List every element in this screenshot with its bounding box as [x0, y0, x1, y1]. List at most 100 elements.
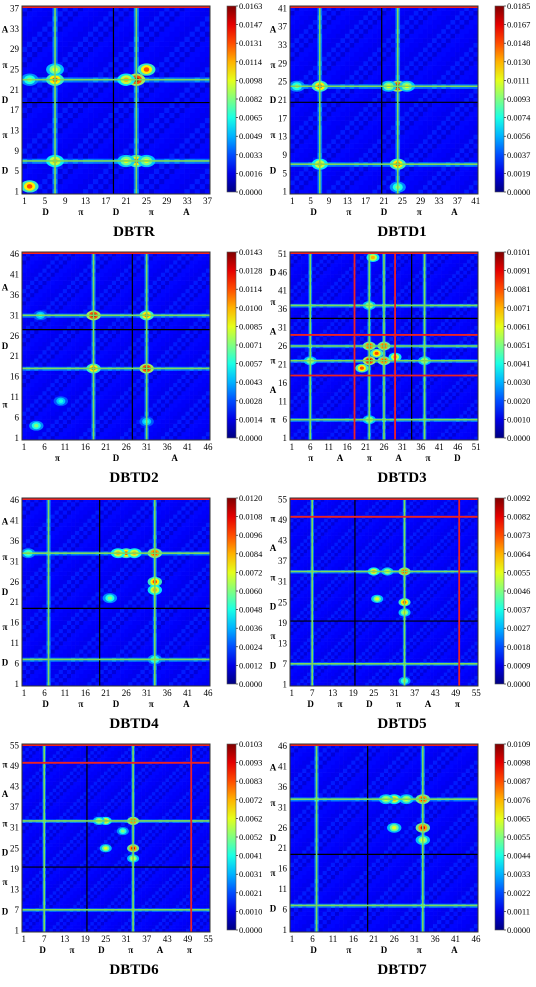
heatmap-cell — [38, 252, 43, 257]
heatmap-cell — [199, 178, 206, 185]
heatmap-cell — [386, 65, 392, 71]
heatmap-cell — [152, 419, 158, 424]
heatmap-cell — [340, 93, 346, 99]
heatmap-cell — [118, 61, 124, 68]
heatmap-cell — [42, 288, 47, 294]
heatmap-cell — [32, 97, 38, 103]
heatmap-cell — [83, 411, 88, 416]
heatmap-cell — [303, 70, 309, 76]
heatmap-cell — [22, 36, 28, 42]
x-region-label: π — [346, 207, 351, 217]
heatmap-cell — [377, 51, 383, 57]
heatmap-cell — [372, 111, 378, 117]
heatmap-cell — [169, 178, 175, 185]
heatmap-cell — [71, 288, 76, 294]
heatmap-cell — [79, 268, 84, 273]
heatmap-cell — [34, 411, 39, 416]
heatmap-cell — [381, 93, 387, 99]
heatmap-cell — [149, 92, 155, 98]
heatmap-cell — [432, 15, 438, 21]
heatmap-cell — [349, 129, 355, 135]
heatmap-cell — [71, 252, 76, 257]
heatmap-cell — [154, 41, 160, 47]
heatmap-cell — [358, 19, 364, 25]
heatmap-cell — [160, 423, 166, 429]
heatmap-cell — [113, 6, 119, 12]
heatmap-cell — [88, 31, 94, 37]
heatmap-cell — [82, 107, 89, 114]
heatmap-cell — [427, 70, 433, 76]
heatmap-cell — [179, 163, 185, 169]
heatmap-cell — [331, 74, 337, 80]
heatmap-cell — [418, 106, 424, 112]
heatmap-cell — [26, 305, 31, 310]
heatmap-cell — [128, 292, 133, 298]
heatmap-cell — [72, 46, 79, 53]
heatmap-cell — [165, 427, 170, 433]
heatmap-cell — [294, 116, 300, 121]
x-tick-label: 41 — [471, 196, 480, 206]
heatmap-cell — [47, 31, 53, 37]
heatmap-cell — [116, 252, 121, 257]
heatmap-cell — [340, 65, 346, 71]
heatmap-cell — [38, 378, 43, 384]
heatmap-cell — [358, 116, 364, 121]
heatmap-cell — [169, 260, 174, 265]
heatmap-cell — [189, 61, 196, 68]
heatmap-cell — [88, 16, 94, 22]
heatmap-cell — [455, 134, 460, 140]
heatmap-cell — [445, 111, 451, 117]
heatmap-cell — [66, 370, 72, 375]
heatmap-cell — [77, 183, 84, 190]
heatmap-cell — [132, 411, 137, 416]
heatmap-cell — [445, 24, 451, 30]
heatmap-cell — [77, 117, 84, 124]
heatmap-cell — [189, 127, 196, 134]
heatmap-cell — [62, 51, 69, 58]
heatmap-cell — [445, 61, 451, 66]
heatmap-cell — [308, 129, 314, 135]
heatmap-cell — [299, 15, 305, 21]
heatmap-cell — [27, 97, 33, 103]
heatmap-cell — [418, 120, 424, 126]
heatmap-cell — [75, 354, 80, 359]
heatmap-cell — [349, 24, 355, 30]
heatmap-cell — [116, 325, 121, 330]
heatmap-cell — [400, 93, 405, 99]
heatmap-cell — [427, 10, 433, 16]
heatmap-cell — [58, 296, 64, 302]
heatmap-cell — [358, 152, 364, 158]
heatmap-cell — [427, 134, 433, 140]
heatmap-cell — [57, 178, 63, 185]
heatmap-cell — [322, 171, 327, 176]
heatmap-cell — [67, 26, 74, 32]
heatmap-cell — [132, 378, 137, 384]
heatmap-cell — [30, 407, 35, 412]
heatmap-cell — [367, 47, 373, 53]
heatmap-cell — [450, 15, 456, 21]
heatmap-cell — [22, 16, 28, 22]
heatmap-cell — [381, 38, 387, 43]
heatmap-cell — [432, 129, 438, 135]
heatmap-cell — [118, 178, 124, 185]
heatmap-cell — [116, 374, 121, 379]
heatmap-cell — [468, 175, 474, 181]
heatmap-cell — [149, 112, 155, 119]
heatmap-cell — [381, 184, 387, 190]
heatmap-cell — [299, 33, 305, 39]
heatmap-cell — [38, 431, 43, 437]
x-tick-label: 25 — [398, 196, 408, 206]
heatmap-cell — [349, 120, 355, 126]
heatmap-cell — [103, 148, 109, 154]
heatmap-cell — [136, 382, 141, 388]
heatmap-cell — [82, 61, 89, 68]
heatmap-cell — [83, 354, 88, 359]
heatmap-cell — [432, 125, 438, 131]
heatmap-cell — [179, 92, 185, 98]
heatmap-cell — [75, 325, 80, 330]
heatmap-cell — [103, 386, 109, 392]
heatmap-cell — [204, 183, 210, 190]
heatmap-cell — [111, 337, 117, 343]
heatmap-cell — [88, 178, 94, 185]
heatmap-cell — [50, 276, 55, 281]
